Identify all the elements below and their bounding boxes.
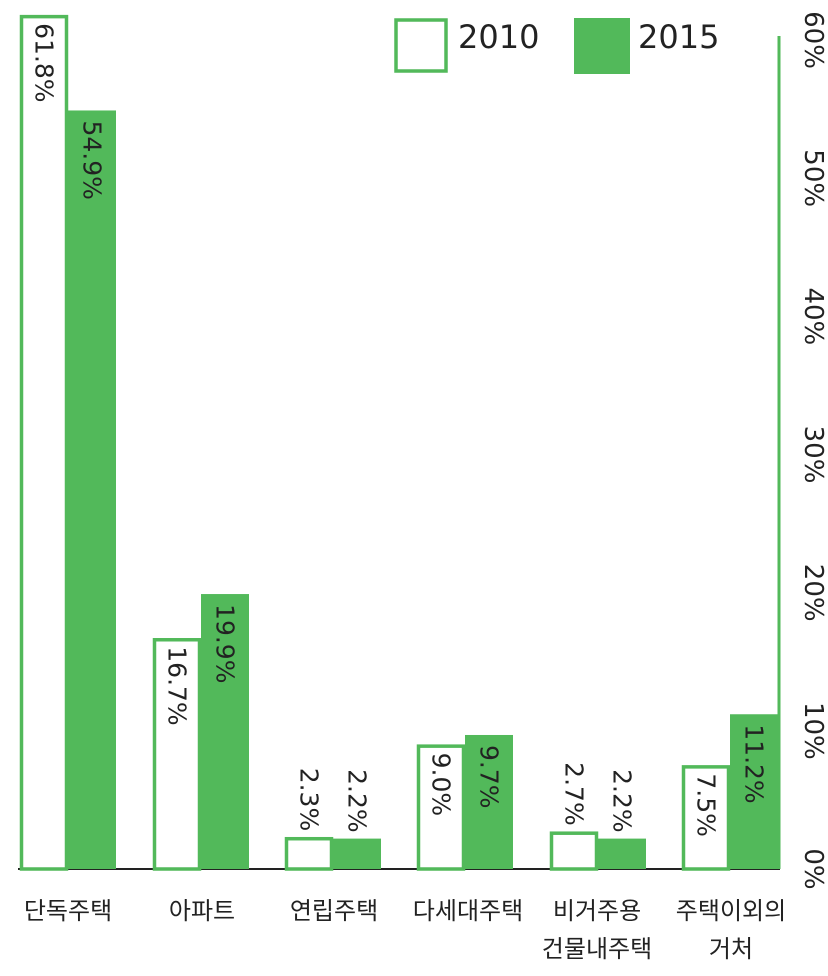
bar-2010-2 [284,836,334,871]
y-tick-label: 60% [798,11,828,69]
legend-swatch-2015 [574,18,630,74]
bar-2010-1 [152,638,202,871]
value-label-2010-4: 2.7% [560,762,589,826]
x-category-label: 주택이외의 거처 [675,897,787,963]
value-label-2015-1: 19.9% [211,604,240,683]
value-label-2015-3: 9.7% [475,745,504,809]
bar-2015-3 [465,734,513,869]
bar-2015-1 [201,594,249,869]
bar-2010-3 [416,744,466,871]
value-label-2015-4: 2.2% [608,769,637,833]
legend-swatch-2010 [394,18,448,73]
y-tick-label: 40% [798,287,828,345]
value-label-2015-2: 2.2% [343,769,372,833]
value-label-2010-2: 2.3% [295,768,324,832]
x-category-label: 비거주용 건물내주택 [541,897,653,963]
bar-2015-2 [333,838,381,869]
value-label-2015-0: 54.9% [78,120,107,199]
x-category-label: 단독주택 [23,897,113,925]
legend-label-2015: 2015 [638,18,720,56]
bar-2010-0 [19,14,69,871]
bar-2015-4 [598,838,646,869]
value-label-2010-0: 61.8% [30,23,59,102]
bar-2015-5 [730,714,778,869]
bar-2010-4 [549,831,599,871]
bar-2010-5 [681,765,731,871]
value-label-2010-3: 9.0% [427,753,456,817]
value-label-2015-5: 11.2% [740,724,769,803]
y-tick-label: 30% [798,426,828,484]
y-tick-label: 20% [798,564,828,622]
y-tick-label: 50% [798,149,828,207]
bar-2015-0 [68,110,116,870]
y-tick-label: 10% [798,702,828,760]
y-tick-label: 0% [798,848,828,889]
x-category-label: 연립주택 [289,897,379,925]
x-category-label: 아파트 [168,897,236,925]
legend-label-2010: 2010 [458,18,540,56]
x-category-label: 다세대주택 [412,897,524,925]
value-label-2010-5: 7.5% [692,773,721,837]
value-label-2010-1: 16.7% [163,646,192,725]
